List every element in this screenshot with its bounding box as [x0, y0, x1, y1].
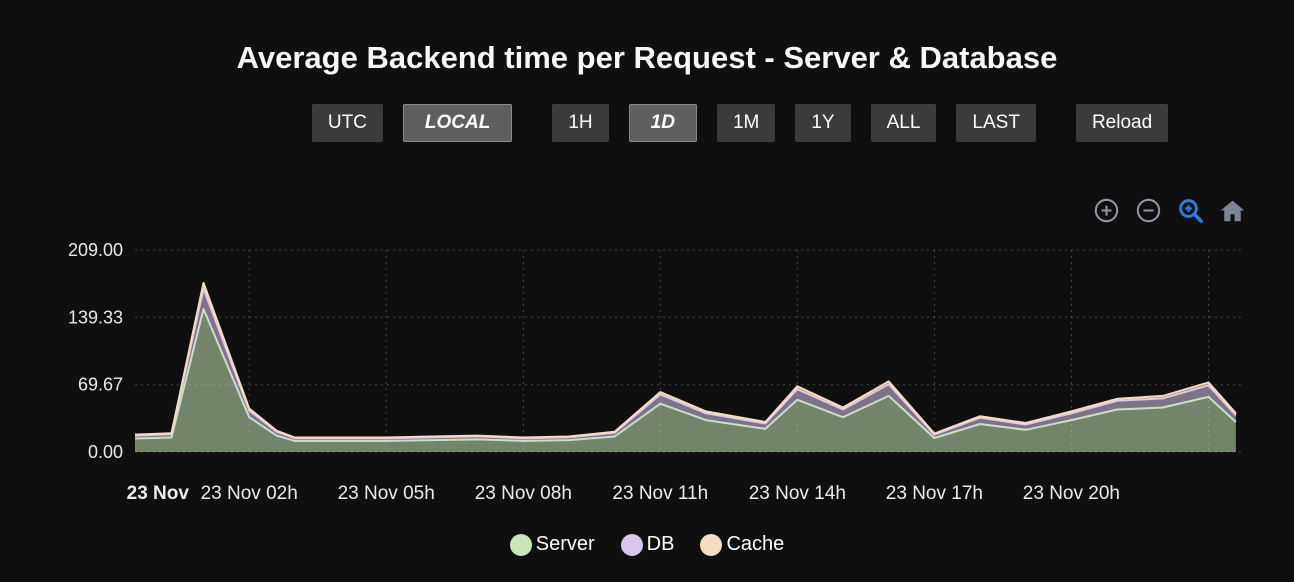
y-axis-tick-label: 209.00 [68, 240, 123, 260]
legend-dot-db [620, 533, 643, 556]
home-icon[interactable] [1219, 197, 1246, 224]
x-axis-tick-label: 23 Nov 02h [201, 483, 298, 504]
timezone-button-group: UTC LOCAL [311, 104, 513, 142]
zoom-select-icon[interactable] [1177, 197, 1204, 224]
y-axis-tick-label: 139.33 [68, 307, 123, 327]
legend-item-db[interactable]: DB [620, 533, 675, 556]
toolbar: UTC LOCAL 1H 1D 1M 1Y ALL LAST Reload [0, 104, 1294, 142]
zoom-out-icon[interactable] [1135, 197, 1162, 224]
range-1h-button[interactable]: 1H [552, 104, 609, 142]
zoom-in-icon[interactable] [1093, 197, 1120, 224]
legend-label-db: DB [646, 533, 675, 555]
x-axis-tick-label: 23 Nov 05h [338, 483, 435, 504]
y-axis-tick-label: 0.00 [88, 442, 123, 462]
timezone-utc-button[interactable]: UTC [311, 104, 383, 142]
range-last-button[interactable]: LAST [956, 104, 1036, 142]
x-axis-tick-label: 23 Nov [127, 483, 190, 504]
chart-title: Average Backend time per Request - Serve… [236, 40, 1058, 75]
range-all-button[interactable]: ALL [870, 104, 937, 142]
legend-dot-server [509, 533, 532, 556]
y-axis-tick-label: 69.67 [78, 375, 123, 395]
area-db [135, 288, 1236, 441]
range-button-group: 1H 1D 1M 1Y ALL LAST [552, 104, 1036, 142]
range-1y-button[interactable]: 1Y [795, 104, 851, 142]
legend-item-cache[interactable]: Cache [700, 533, 784, 556]
timezone-local-button[interactable]: LOCAL [402, 104, 513, 142]
reload-button[interactable]: Reload [1075, 104, 1169, 142]
stacked-area-chart[interactable]: 209.00 139.33 69.67 0.00 23 Nov 23 Nov 02h 23 … [0, 238, 1294, 510]
area-server [135, 309, 1236, 452]
range-1d-button[interactable]: 1D [628, 104, 697, 142]
x-axis-tick-label: 23 Nov 11h [612, 483, 708, 504]
chart-plot-area[interactable]: 209.00 139.33 69.67 0.00 23 Nov 23 Nov 02h 23 … [0, 238, 1294, 510]
line-cache [134, 281, 1237, 439]
zoom-controls [1093, 197, 1246, 224]
legend-item-server[interactable]: Server [509, 533, 595, 556]
x-axis-tick-label: 23 Nov 20h [1023, 483, 1120, 504]
x-axis-tick-label: 23 Nov 14h [749, 483, 846, 504]
x-axis-tick-label: 23 Nov 17h [886, 483, 983, 504]
legend-label-cache: Cache [726, 533, 785, 555]
range-1m-button[interactable]: 1M [716, 104, 776, 142]
legend-dot-cache [700, 533, 723, 556]
chart-legend: Server DB Cache [0, 533, 1294, 556]
x-axis-tick-label: 23 Nov 08h [475, 483, 572, 504]
legend-label-server: Server [535, 533, 595, 555]
